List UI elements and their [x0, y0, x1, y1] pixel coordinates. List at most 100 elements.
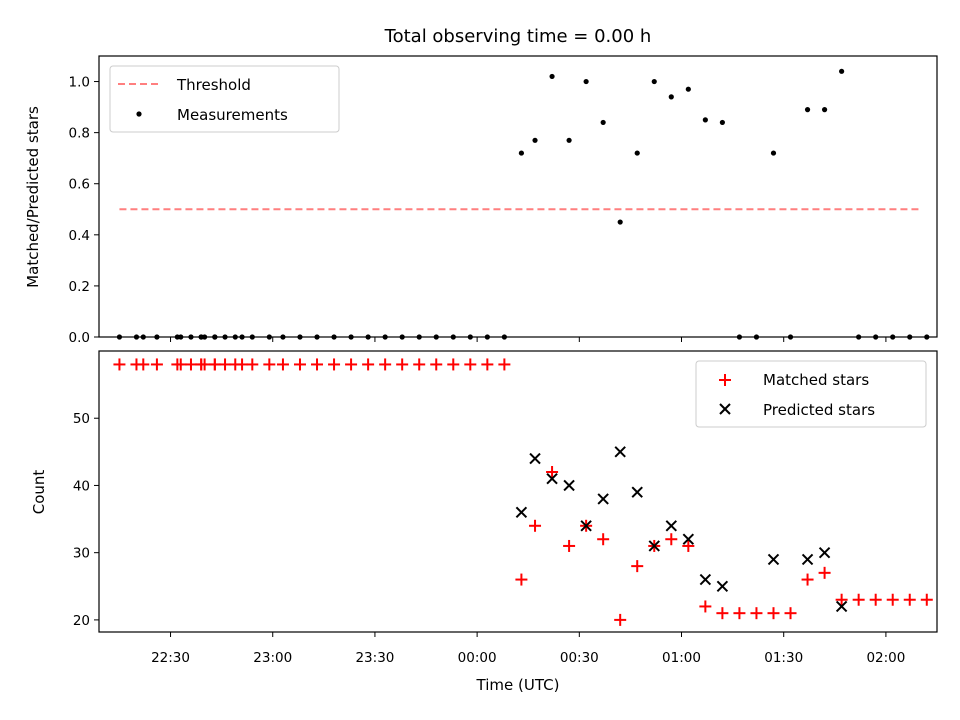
predicted-star-point — [631, 486, 643, 498]
predicted-star-point — [597, 493, 609, 505]
matched-star-point — [682, 539, 695, 552]
matched-star-point — [818, 566, 831, 579]
matched-star-point — [413, 358, 426, 371]
measurement-point — [651, 78, 657, 85]
matched-star-point — [481, 358, 494, 371]
predicted-star-point — [801, 553, 814, 566]
matched-star-point — [597, 533, 610, 546]
x-axis-label: Time (UTC) — [476, 676, 560, 694]
predicted-star-point — [665, 520, 677, 532]
measurement-point — [719, 119, 725, 126]
predicted-star-point — [580, 520, 592, 532]
top-y-tick-label: 0.2 — [69, 279, 90, 295]
predicted-star-point — [835, 600, 848, 613]
x-tick-label: 00:00 — [458, 650, 497, 666]
measurement-point — [532, 137, 538, 143]
matched-star-point — [246, 358, 259, 371]
bottom-y-axis-label: Count — [30, 470, 48, 515]
measurement-point — [770, 150, 777, 156]
matched-star-point — [869, 593, 882, 606]
x-tick-label: 01:00 — [662, 650, 701, 666]
predicted-star-point — [682, 533, 695, 545]
bottom-legend-box — [695, 360, 927, 428]
matched-star-point — [920, 593, 933, 606]
x-tick-label: 23:00 — [253, 650, 292, 666]
bottom-y-tick-label: 30 — [73, 546, 90, 562]
x-tick-label: 00:30 — [560, 650, 599, 666]
matched-star-point — [362, 358, 375, 371]
matched-star-point — [345, 358, 358, 371]
matched-star-point — [263, 358, 276, 371]
matched-star-point — [750, 607, 763, 620]
top-legend: Threshold Measurements — [109, 65, 340, 133]
top-legend-box — [109, 65, 340, 133]
matched-star-point — [150, 358, 163, 371]
matched-star-point — [733, 607, 746, 620]
top-y-axis-label: Matched/Predicted stars — [24, 106, 42, 288]
measurement-point — [634, 150, 640, 156]
measurement-point — [839, 68, 845, 74]
matched-star-point — [447, 358, 460, 371]
chart-title: Total observing time = 0.00 h — [384, 26, 652, 47]
matched-star-point — [515, 573, 528, 586]
measurement-point — [804, 107, 811, 113]
predicted-star-point — [515, 506, 528, 519]
matched-star-point — [198, 358, 211, 371]
threshold-legend-label: Threshold — [176, 76, 251, 94]
predicted-star-point — [614, 446, 626, 458]
bottom-y-ticks: 20 30 40 50 — [73, 411, 99, 629]
matched-star-point — [614, 613, 627, 626]
matched-star-point — [498, 358, 511, 371]
predicted-star-point — [716, 580, 729, 592]
predicted-legend-marker — [719, 403, 731, 415]
bottom-panel: 20 30 40 50 22:30 23:00 23:30 00:00 00:30 01:00 0… — [30, 350, 938, 694]
bottom-x-ticks: 22:30 23:00 23:30 00:00 00:30 01:00 01:30 02:00 — [151, 632, 905, 666]
top-y-tick-label: 0.8 — [69, 126, 90, 142]
predicted-star-point — [818, 546, 831, 559]
matched-star-point — [546, 466, 559, 479]
matched-star-point — [137, 358, 150, 371]
measurement-point — [518, 150, 525, 156]
matched-star-point — [903, 593, 916, 606]
matched-star-point — [311, 358, 324, 371]
matched-star-point — [835, 593, 848, 606]
measurement-point — [668, 94, 674, 100]
matched-legend-label: Matched stars — [763, 371, 869, 389]
matched-star-point — [184, 358, 197, 371]
bottom-y-tick-label: 50 — [73, 411, 90, 427]
top-plot-frame — [98, 55, 938, 338]
predicted-star-point — [648, 540, 660, 552]
matched-star-point — [886, 593, 899, 606]
matched-star-point — [767, 607, 780, 620]
matched-star-point — [801, 573, 814, 586]
x-tick-label: 01:30 — [764, 650, 803, 666]
matched-star-point — [852, 593, 865, 606]
measurement-point — [583, 78, 589, 85]
bottom-y-tick-label: 20 — [73, 613, 90, 629]
top-y-tick-label: 0.6 — [69, 177, 90, 193]
matched-star-point — [236, 358, 249, 371]
top-y-tick-label: 0.0 — [69, 330, 90, 346]
matched-star-point — [716, 607, 729, 620]
matched-legend-marker — [719, 374, 731, 386]
matched-star-point — [784, 607, 797, 620]
matched-star-point — [328, 358, 341, 371]
matched-star-point — [174, 358, 187, 371]
measurement-point — [617, 219, 623, 225]
predicted-legend-label: Predicted stars — [763, 401, 875, 419]
x-tick-label: 23:30 — [355, 650, 394, 666]
matched-star-point — [430, 358, 443, 371]
matched-star-point — [563, 539, 576, 552]
predicted-star-point — [546, 473, 558, 485]
matched-star-point — [293, 358, 306, 371]
matched-star-point — [529, 519, 542, 532]
matched-star-point — [631, 560, 644, 573]
matched-star-point — [208, 358, 221, 371]
bottom-legend: Matched stars Predicted stars — [695, 360, 927, 428]
top-y-tick-label: 1.0 — [69, 75, 90, 91]
bottom-plot-marks — [113, 358, 933, 626]
measurement-point — [702, 117, 708, 123]
matched-star-point — [379, 358, 392, 371]
measurements-legend-label: Measurements — [177, 106, 288, 124]
